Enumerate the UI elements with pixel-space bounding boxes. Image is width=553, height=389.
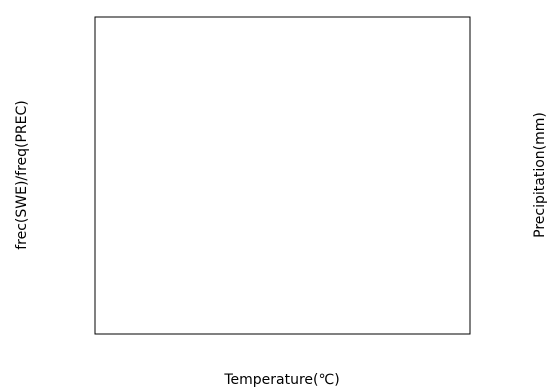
x-axis-label: Temperature(℃) (223, 372, 339, 388)
plot-frame (94, 16, 471, 335)
y2-axis-label: Precipitation(mm) (532, 112, 548, 238)
y-axis-label: frec(SWE)/freq(PREC) (14, 100, 30, 250)
